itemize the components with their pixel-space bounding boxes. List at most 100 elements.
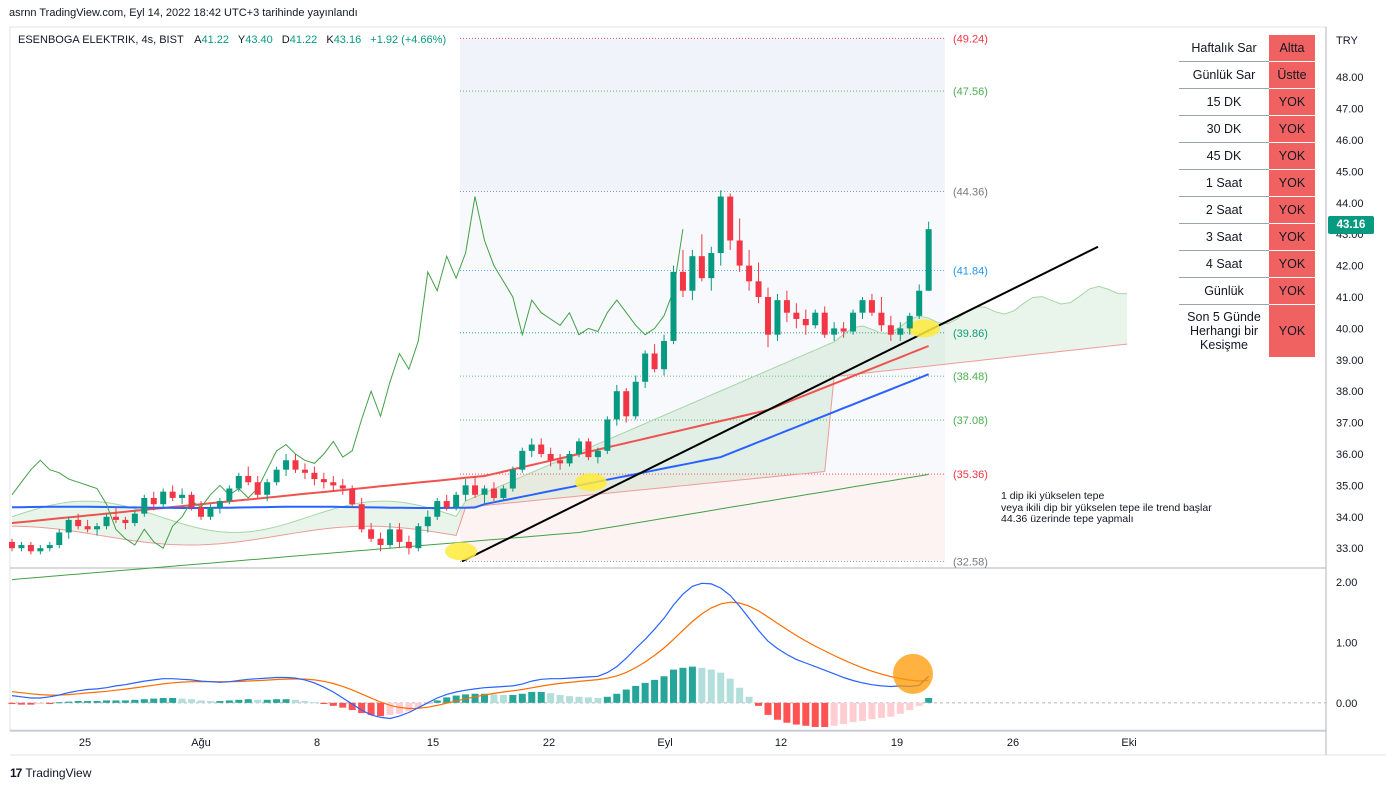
candle-body: [9, 541, 15, 549]
cloud-area: [12, 286, 1128, 546]
signal-value: YOK: [1269, 304, 1315, 357]
candle-body: [812, 312, 819, 326]
macd-histogram-bar: [717, 672, 725, 703]
macd-histogram-bar: [594, 698, 602, 703]
candle-body: [443, 501, 450, 508]
candle-body: [670, 271, 677, 341]
macd-histogram-bar: [481, 693, 488, 703]
high-value: 43.40: [245, 34, 273, 46]
macd-histogram-bar: [159, 698, 167, 703]
candle-body: [462, 485, 469, 495]
macd-histogram-bar: [773, 702, 781, 720]
candle-body: [679, 271, 686, 291]
candle-body: [245, 475, 252, 483]
fib-label: (41.84): [953, 266, 988, 278]
candle-body: [377, 538, 384, 546]
macd-histogram-bar: [377, 702, 385, 717]
candle-body: [878, 312, 885, 326]
price-tick-label: 40.00: [1336, 323, 1364, 335]
candle-body: [528, 444, 535, 451]
candle-body: [311, 472, 318, 480]
candle-body: [519, 450, 526, 470]
time-tick-label: 26: [1007, 737, 1019, 749]
fib-label: (37.08): [953, 415, 988, 427]
candle-body: [746, 265, 753, 282]
macd-histogram-bar: [65, 701, 73, 703]
candle-body: [75, 519, 82, 527]
candle-body: [925, 229, 932, 291]
signal-row: 1 Saat YOK: [1179, 169, 1315, 197]
macd-histogram-bar: [811, 702, 819, 727]
macd-histogram-bar: [528, 691, 536, 703]
candle-body: [708, 253, 715, 279]
macd-histogram-bar: [55, 702, 63, 704]
macd-histogram-bar: [282, 699, 290, 703]
candle-body: [472, 485, 479, 495]
candle-body: [198, 507, 204, 517]
candle-body: [736, 240, 743, 266]
price-tick-label: 44.00: [1336, 198, 1364, 210]
signal-row: 30 DK YOK: [1179, 115, 1315, 143]
candle-body: [604, 419, 611, 451]
macd-histogram-bar: [254, 699, 262, 703]
macd-histogram-bar: [433, 700, 441, 703]
footer: 17 TradingView: [10, 766, 91, 780]
candle-body: [765, 297, 771, 335]
price-tick-label: 37.00: [1336, 418, 1364, 430]
last-price-tag: 43.16: [1328, 216, 1374, 234]
open-value: 41.22: [201, 34, 229, 46]
candle-body: [424, 516, 431, 527]
macd-histogram-bar: [386, 702, 394, 715]
candle-body: [264, 482, 271, 495]
macd-histogram-bar: [613, 693, 621, 703]
fib-label: (32.58): [953, 556, 988, 568]
price-tick-label: 36.00: [1336, 449, 1364, 461]
candle-body: [490, 488, 497, 498]
price-tick-label: 47.00: [1336, 104, 1364, 116]
candle-body: [273, 469, 280, 483]
macd-histogram-bar: [849, 702, 857, 723]
macd-line: [11, 582, 930, 720]
macd-histogram-bar: [698, 667, 706, 703]
macd-histogram-bar: [216, 701, 224, 703]
signal-label: 3 Saat: [1179, 223, 1269, 251]
macd-histogram-bar: [140, 699, 148, 703]
macd-histogram-bar: [273, 699, 281, 703]
macd-histogram-bar: [641, 682, 649, 703]
macd-histogram-bar: [292, 699, 299, 703]
signal-label: Günlük Sar: [1179, 61, 1269, 89]
candle-body: [179, 494, 186, 498]
candle-body: [557, 460, 564, 464]
candle-body: [339, 485, 346, 489]
macd-histogram-bar: [395, 702, 403, 714]
macd-tick-label: 1.00: [1336, 637, 1357, 649]
time-tick-label: 25: [79, 737, 91, 749]
fib-zone-top: [460, 38, 945, 192]
candle-body: [576, 441, 582, 454]
macd-histogram-bar: [197, 700, 205, 703]
signal-value: YOK: [1269, 88, 1315, 116]
signal-label: Haftalık Sar: [1179, 35, 1269, 62]
change-value: +1.92 (+4.66%): [370, 34, 447, 46]
macd-histogram-bar: [263, 699, 271, 703]
macd-histogram-bar: [121, 700, 129, 703]
macd-histogram-bar: [688, 666, 696, 703]
candle-body: [46, 545, 53, 549]
macd-histogram-bar: [27, 702, 35, 705]
macd-histogram-bar: [915, 702, 923, 706]
candle-body: [320, 479, 327, 483]
dip-marker: [908, 319, 940, 338]
trend-line: [461, 245, 1099, 563]
macd-histogram-bar: [310, 702, 318, 704]
macd-histogram-bar: [93, 701, 101, 703]
macd-histogram-bar: [358, 702, 366, 714]
macd-histogram-bar: [622, 689, 630, 703]
fib-label: (38.48): [953, 371, 988, 383]
candle-body: [368, 529, 375, 539]
macd-histogram-bar: [244, 699, 252, 703]
macd-histogram-bar: [131, 699, 139, 703]
macd-histogram-bar: [17, 702, 25, 705]
candle-body: [434, 501, 441, 517]
macd-histogram-bar: [726, 678, 734, 703]
